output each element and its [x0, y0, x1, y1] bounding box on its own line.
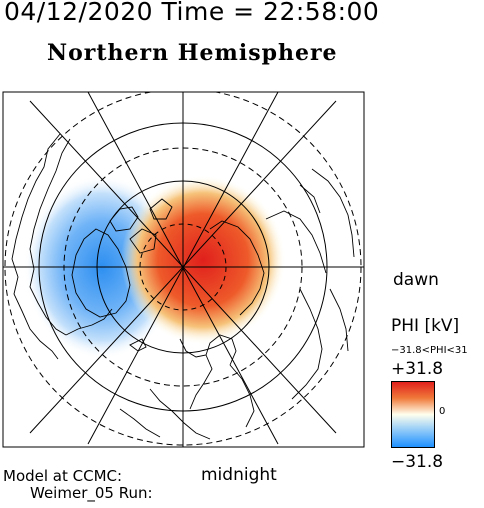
- colorbar-zero-label: 0: [439, 406, 446, 417]
- positive-potential-cell: [121, 176, 285, 344]
- dawn-label: dawn: [393, 270, 439, 290]
- colorbar-range: −31.8<PHI<31: [391, 345, 468, 356]
- map-frame: [2, 91, 365, 448]
- meridian-line: [87, 92, 279, 445]
- colorbar-max-label: +31.8: [391, 359, 444, 379]
- hemisphere-title: Northern Hemisphere: [47, 40, 338, 66]
- model-label: Model at CCMC:: [3, 467, 123, 485]
- colorbar-min-label: −31.8: [391, 452, 444, 472]
- run-label: Weimer_05 Run:: [30, 484, 153, 502]
- colorbar: [391, 381, 435, 448]
- polar-map: [2, 91, 365, 448]
- midnight-label: midnight: [201, 465, 277, 485]
- colorbar-title: PHI [kV]: [391, 316, 460, 336]
- datetime-title: 04/12/2020 Time = 22:58:00: [4, 0, 380, 26]
- coastlines: [11, 133, 355, 440]
